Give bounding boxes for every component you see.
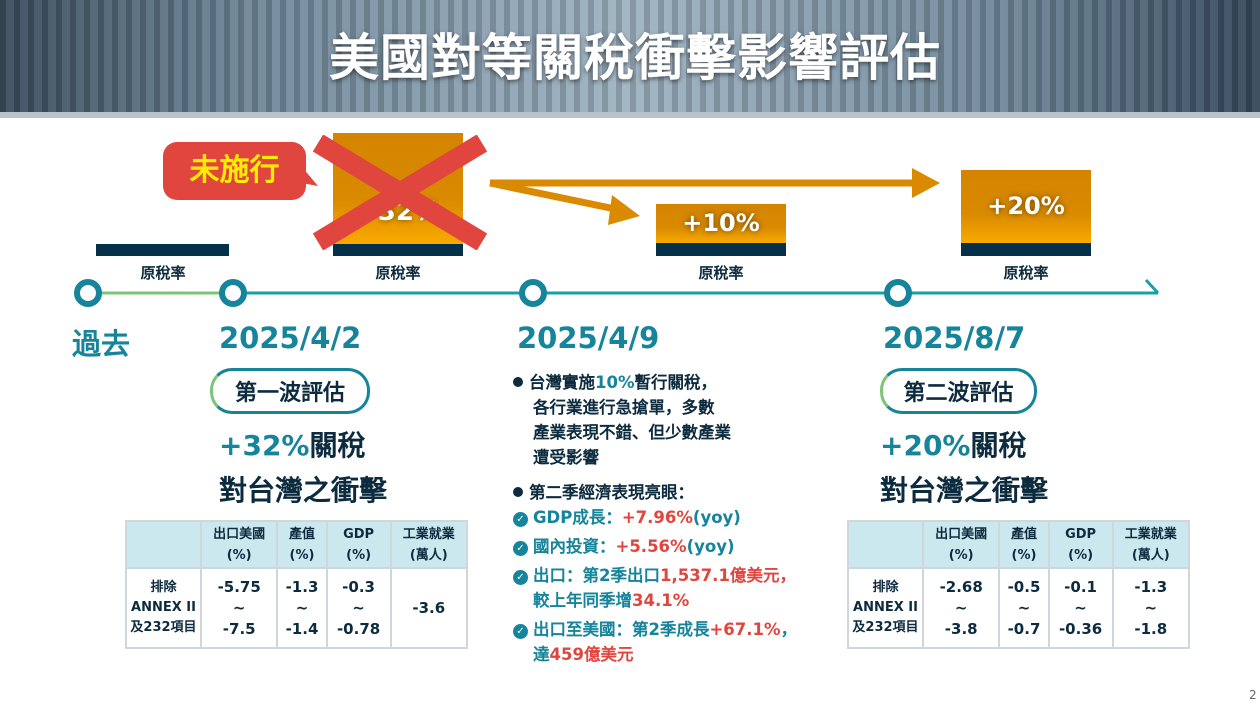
- date-0807: 2025/8/7: [883, 321, 1026, 355]
- cell-gdp: -0.1 ~ -0.36: [1047, 567, 1114, 649]
- table-row: 排除 ANNEX II 及232項目 -5.75 ~ -7.5 -1.3 ~ -1.4 -0…: [125, 567, 469, 649]
- check-circle-icon: ✓: [513, 512, 528, 527]
- timeline-node: [74, 279, 102, 307]
- check-circle-icon: ✓: [513, 624, 528, 639]
- header-divider: [0, 112, 1260, 118]
- col-output: 產值 (%): [276, 520, 328, 569]
- check-circle-icon: ✓: [513, 570, 528, 585]
- cell-output: -1.3 ~ -1.4: [276, 567, 328, 649]
- base-rate-bar: [656, 243, 786, 256]
- bullet-icon: [513, 377, 523, 387]
- cross-icon: [312, 135, 488, 250]
- second-wave-badge: 第二波評估: [880, 368, 1037, 414]
- impact-table-wave2: 出口美國 (%) 產值 (%) GDP (%) 工業就業 (萬人) 排除 ANNEX II…: [847, 520, 1191, 649]
- cell-export: -5.75 ~ -7.5: [199, 567, 279, 649]
- cell-employment: -1.3 ~ -1.8: [1111, 567, 1191, 649]
- date-past: 過去: [72, 327, 131, 361]
- col-output: 產值 (%): [998, 520, 1050, 569]
- bullet-icon: [513, 487, 523, 497]
- table-header-row: 出口美國 (%) 產值 (%) GDP (%) 工業就業 (萬人): [847, 520, 1191, 569]
- cell-output: -0.5 ~ -0.7: [998, 567, 1050, 649]
- wave1-impact: 對台灣之衝擊: [219, 474, 388, 507]
- date-0402: 2025/4/2: [219, 321, 362, 355]
- base-rate-label: 原稅率: [1003, 264, 1049, 282]
- cell-export: -2.68 ~ -3.8: [921, 567, 1001, 649]
- cell-gdp: -0.3 ~ -0.78: [325, 567, 392, 649]
- timeline-node: [884, 279, 912, 307]
- timeline-arrow-end: [1144, 278, 1160, 295]
- arrow-head-icon: [608, 195, 640, 225]
- tariff-bar-20: +20%: [961, 170, 1091, 243]
- check-circle-icon: ✓: [513, 541, 528, 556]
- not-implemented-callout: 未施行: [163, 142, 306, 200]
- col-gdp: GDP (%): [325, 520, 392, 569]
- col-employment: 工業就業 (萬人): [389, 520, 469, 569]
- base-rate-label: 原稅率: [375, 264, 421, 282]
- timeline-node: [519, 279, 547, 307]
- arrow-head-icon: [912, 168, 940, 198]
- cell-employment: -3.6: [389, 567, 469, 649]
- wave2-tariff: +20%關稅: [880, 429, 1027, 462]
- col-employment: 工業就業 (萬人): [1111, 520, 1191, 569]
- first-wave-badge: 第一波評估: [210, 368, 370, 414]
- slide-title: 美國對等關稅衝擊影響評估: [329, 29, 941, 87]
- base-rate-bar: [96, 244, 229, 256]
- wave1-tariff: +32%關稅: [219, 429, 366, 462]
- col-export: 出口美國 (%): [921, 520, 1001, 569]
- page-number: 2: [1249, 688, 1257, 702]
- arrow-to-10: [489, 179, 621, 214]
- table-row: 排除 ANNEX II 及232項目 -2.68 ~ -3.8 -0.5 ~ -0.7 -0…: [847, 567, 1191, 649]
- col-export: 出口美國 (%): [199, 520, 279, 569]
- base-rate-bar: [961, 243, 1091, 256]
- base-rate-label: 原稅率: [698, 264, 744, 282]
- date-0409: 2025/4/9: [517, 321, 660, 355]
- row-header: 排除 ANNEX II 及232項目: [847, 567, 924, 649]
- tariff-bar-10: +10%: [656, 204, 786, 243]
- april9-notes: 台灣實施10%暫行關稅， 各行業進行急搶單，多數 產業表現不錯、但少數產業 遭受…: [513, 370, 797, 667]
- impact-table-wave1: 出口美國 (%) 產值 (%) GDP (%) 工業就業 (萬人) 排除 ANNEX II…: [125, 520, 469, 649]
- col-gdp: GDP (%): [1047, 520, 1114, 569]
- base-rate-label: 原稅率: [140, 264, 186, 282]
- base-rate-bar: [333, 244, 463, 256]
- header-banner: [0, 0, 1260, 112]
- callout-tail: [296, 160, 318, 186]
- wave2-impact: 對台灣之衝擊: [880, 474, 1049, 507]
- table-header-row: 出口美國 (%) 產值 (%) GDP (%) 工業就業 (萬人): [125, 520, 469, 569]
- row-header: 排除 ANNEX II 及232項目: [125, 567, 202, 649]
- timeline-node: [219, 279, 247, 307]
